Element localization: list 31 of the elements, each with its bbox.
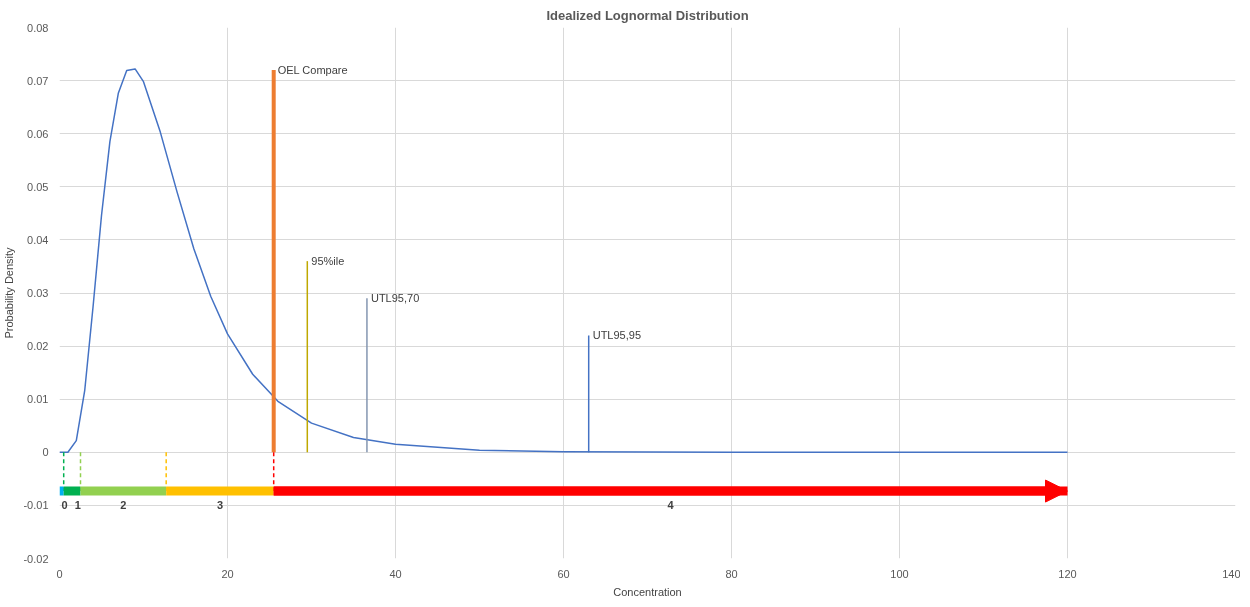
- y-axis-title: Probability Density: [3, 246, 16, 339]
- y-tick-label: -0.01: [23, 499, 49, 512]
- x-tick-label: 120: [1058, 567, 1077, 580]
- annotation: 2: [120, 499, 127, 512]
- x-tick-label: 60: [557, 567, 570, 580]
- x-tick-label: 0: [56, 567, 63, 580]
- annotation: 1: [74, 499, 81, 512]
- annotation: 3: [216, 499, 224, 512]
- y-tick-label: 0.07: [27, 74, 49, 87]
- x-tick-label: 80: [725, 567, 738, 580]
- y-tick-label: 0.03: [27, 287, 49, 299]
- y-tick-label: 0.06: [27, 127, 49, 140]
- x-tick-label: 40: [389, 567, 402, 580]
- y-tick-label: -0.02: [23, 552, 49, 565]
- y-tick-label: 0.08: [27, 21, 49, 34]
- annotation: 0: [61, 499, 68, 512]
- y-tick-label: 0.05: [27, 180, 49, 193]
- annotation: OEL Compare: [277, 63, 348, 76]
- x-tick-label: 20: [221, 567, 234, 580]
- annotation: UTL95,95: [592, 329, 642, 342]
- x-tick-label: 100: [890, 567, 909, 580]
- annotation: 4: [667, 499, 675, 512]
- chart-title: Idealized Lognormal Distribution: [546, 7, 749, 23]
- y-tick-label: 0.04: [27, 233, 49, 246]
- annotation: 95%ile: [311, 255, 345, 268]
- y-tick-label: 0.01: [27, 393, 49, 406]
- x-axis-title: Concentration: [613, 585, 682, 598]
- y-tick-label: 0: [42, 446, 49, 459]
- y-tick-label: 0.02: [27, 340, 49, 353]
- annotation: UTL95,70: [370, 292, 420, 305]
- x-tick-label: 140: [1222, 567, 1241, 580]
